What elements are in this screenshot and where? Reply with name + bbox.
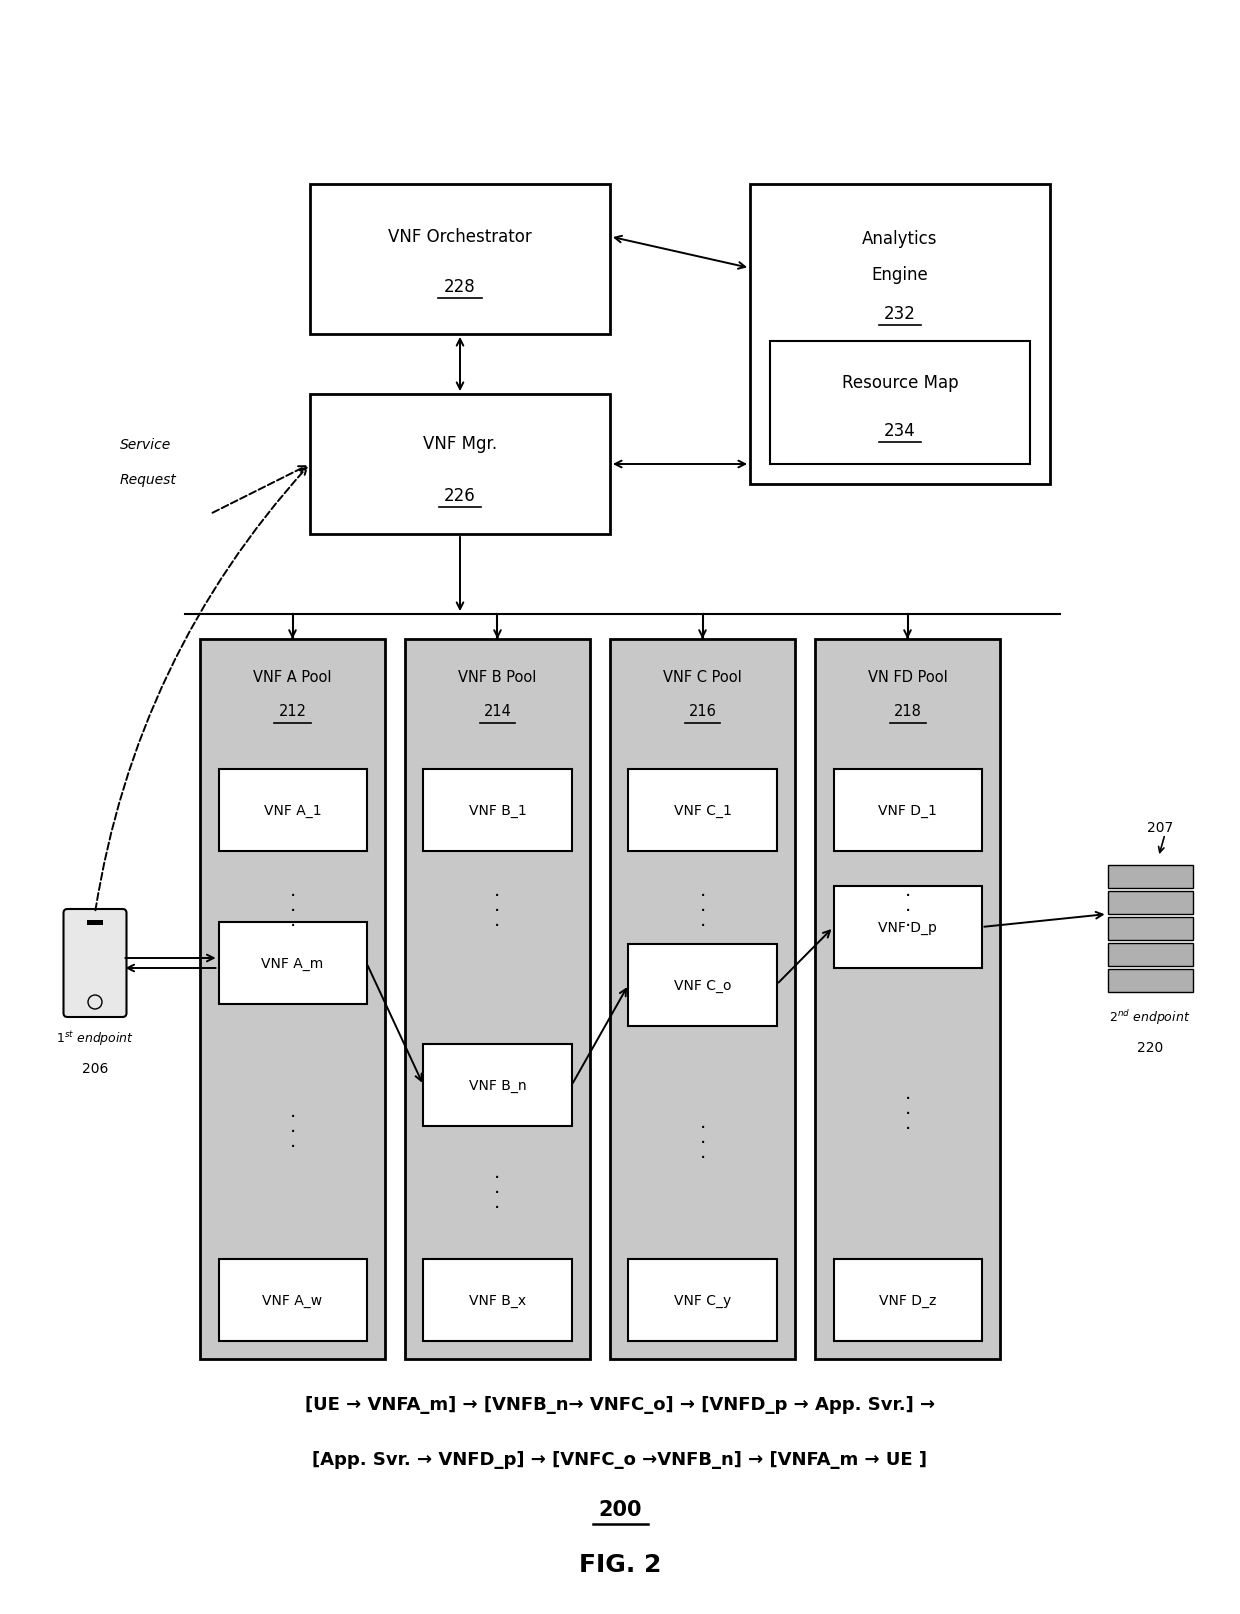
Bar xyxy=(833,770,982,852)
Text: ·: · xyxy=(699,1119,706,1138)
Bar xyxy=(218,923,367,1004)
Text: 207: 207 xyxy=(1147,820,1173,834)
Text: VNF D_z: VNF D_z xyxy=(879,1293,936,1307)
Text: ·: · xyxy=(904,917,910,936)
Text: ·: · xyxy=(699,917,706,936)
Text: Analytics: Analytics xyxy=(862,229,937,249)
Bar xyxy=(1107,917,1193,941)
Text: ·: · xyxy=(904,1119,910,1138)
Text: ·: · xyxy=(495,1199,501,1217)
Text: ·: · xyxy=(495,1169,501,1188)
Text: ·: · xyxy=(289,902,295,922)
Text: VNF A_m: VNF A_m xyxy=(262,957,324,970)
Text: ·: · xyxy=(289,1138,295,1156)
Text: 220: 220 xyxy=(1137,1041,1163,1054)
Text: ·: · xyxy=(495,1183,501,1202)
Text: Request: Request xyxy=(120,473,177,487)
Text: ·: · xyxy=(699,1148,706,1167)
Text: ·: · xyxy=(289,1107,295,1127)
Bar xyxy=(629,944,776,1027)
Bar xyxy=(629,770,776,852)
Bar xyxy=(200,639,384,1359)
Text: 200: 200 xyxy=(598,1499,642,1519)
Text: VNF A_1: VNF A_1 xyxy=(264,804,321,818)
Bar xyxy=(424,1259,572,1341)
Bar xyxy=(1107,891,1193,915)
Bar xyxy=(405,639,590,1359)
Text: ·: · xyxy=(699,1133,706,1152)
Text: VNF Mgr.: VNF Mgr. xyxy=(423,434,497,452)
Text: FIG. 2: FIG. 2 xyxy=(579,1553,661,1575)
Text: VNF B Pool: VNF B Pool xyxy=(459,670,537,684)
Text: 212: 212 xyxy=(279,704,306,720)
Bar xyxy=(750,186,1050,484)
Text: ·: · xyxy=(495,888,501,905)
Text: $1^{st}$ endpoint: $1^{st}$ endpoint xyxy=(56,1030,134,1047)
Text: ·: · xyxy=(699,888,706,905)
Bar xyxy=(1107,970,1193,993)
Text: ·: · xyxy=(289,917,295,936)
Text: [UE → VNFA_m] → [VNFB_n→ VNFC_o] → [VNFD_p → App. Svr.] →: [UE → VNFA_m] → [VNFB_n→ VNFC_o] → [VNFD… xyxy=(305,1394,935,1414)
Text: ·: · xyxy=(904,888,910,905)
Text: VNF C_o: VNF C_o xyxy=(673,978,732,993)
Text: 218: 218 xyxy=(894,704,921,720)
Text: ·: · xyxy=(904,902,910,922)
Text: ·: · xyxy=(289,1122,295,1141)
Text: ·: · xyxy=(904,1104,910,1123)
Text: 216: 216 xyxy=(688,704,717,720)
Bar xyxy=(770,342,1030,465)
Text: 226: 226 xyxy=(444,486,476,505)
Text: Engine: Engine xyxy=(872,266,929,284)
Text: 214: 214 xyxy=(484,704,511,720)
Bar xyxy=(610,639,795,1359)
Bar xyxy=(424,1044,572,1127)
Text: VN FD Pool: VN FD Pool xyxy=(868,670,947,684)
Text: VNF B_x: VNF B_x xyxy=(469,1293,526,1307)
Text: VNF B_n: VNF B_n xyxy=(469,1078,526,1093)
Text: 232: 232 xyxy=(884,305,916,323)
Bar xyxy=(310,186,610,334)
Bar xyxy=(73,930,117,991)
Bar xyxy=(218,1259,367,1341)
Text: [App. Svr. → VNFD_p] → [VNFC_o →VNFB_n] → [VNFA_m → UE ]: [App. Svr. → VNFD_p] → [VNFC_o →VNFB_n] … xyxy=(312,1449,928,1469)
Text: $2^{nd}$ endpoint: $2^{nd}$ endpoint xyxy=(1110,1007,1190,1027)
Text: VNF A_w: VNF A_w xyxy=(263,1293,322,1307)
Text: ·: · xyxy=(904,1089,910,1109)
Text: VNF D_p: VNF D_p xyxy=(878,920,937,935)
Text: 206: 206 xyxy=(82,1062,108,1075)
Text: VNF B_1: VNF B_1 xyxy=(469,804,526,818)
Text: VNF C_y: VNF C_y xyxy=(673,1293,732,1307)
Text: 234: 234 xyxy=(884,421,916,439)
Bar xyxy=(87,920,103,925)
Bar xyxy=(629,1259,776,1341)
Bar xyxy=(833,886,982,968)
Text: Service: Service xyxy=(120,437,171,452)
Bar xyxy=(815,639,999,1359)
Text: VNF C_1: VNF C_1 xyxy=(673,804,732,818)
Text: ·: · xyxy=(495,917,501,936)
Bar xyxy=(1107,944,1193,967)
Text: VNF C Pool: VNF C Pool xyxy=(663,670,742,684)
Text: VNF D_1: VNF D_1 xyxy=(878,804,937,818)
Text: ·: · xyxy=(495,902,501,922)
Bar xyxy=(833,1259,982,1341)
Text: VNF A Pool: VNF A Pool xyxy=(253,670,332,684)
Text: 228: 228 xyxy=(444,278,476,295)
Text: ·: · xyxy=(699,902,706,922)
Text: Resource Map: Resource Map xyxy=(842,373,959,391)
Text: ·: · xyxy=(289,888,295,905)
Text: VNF Orchestrator: VNF Orchestrator xyxy=(388,228,532,247)
Bar xyxy=(1107,865,1193,888)
FancyBboxPatch shape xyxy=(63,909,126,1017)
Bar xyxy=(310,395,610,534)
Bar xyxy=(218,770,367,852)
Bar xyxy=(424,770,572,852)
